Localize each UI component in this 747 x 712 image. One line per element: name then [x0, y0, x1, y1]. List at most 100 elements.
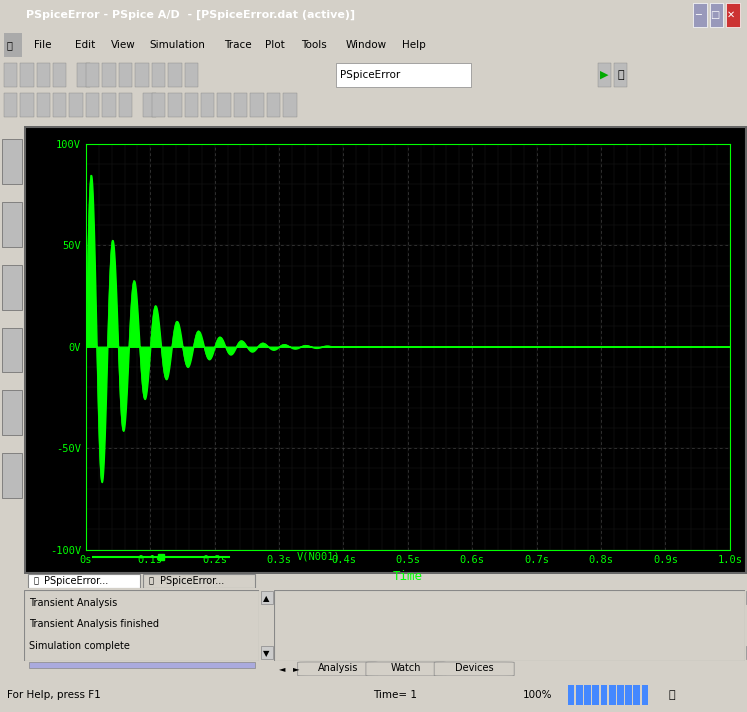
- Bar: [584, 685, 591, 705]
- Bar: [598, 63, 611, 87]
- Text: Devices: Devices: [455, 664, 494, 674]
- Text: ▶: ▶: [600, 70, 609, 80]
- Bar: [119, 63, 132, 87]
- Text: Transient Analysis: Transient Analysis: [28, 598, 117, 608]
- Bar: [592, 685, 599, 705]
- Bar: [28, 661, 255, 669]
- Bar: [642, 685, 648, 705]
- Bar: [576, 685, 583, 705]
- Text: ►: ►: [293, 664, 300, 673]
- Text: Window: Window: [346, 40, 387, 50]
- Bar: [261, 591, 273, 604]
- Bar: [625, 685, 632, 705]
- Bar: [20, 93, 34, 117]
- Bar: [746, 591, 747, 604]
- Bar: [135, 63, 149, 87]
- Text: ✕: ✕: [728, 10, 735, 20]
- Text: V(N001): V(N001): [297, 552, 340, 562]
- Bar: [143, 93, 156, 117]
- Bar: [261, 646, 273, 659]
- Text: Simulation: Simulation: [149, 40, 205, 50]
- Bar: [609, 685, 616, 705]
- Bar: [250, 93, 264, 117]
- Text: For Help, press F1: For Help, press F1: [7, 690, 102, 700]
- Bar: [143, 574, 255, 588]
- Text: Plot: Plot: [265, 40, 285, 50]
- Text: Watch: Watch: [391, 664, 421, 674]
- Bar: [152, 63, 165, 87]
- Bar: [20, 63, 34, 87]
- Bar: [217, 93, 231, 117]
- Bar: [2, 390, 22, 435]
- Bar: [168, 63, 182, 87]
- Bar: [2, 265, 22, 310]
- Text: ◄: ◄: [279, 664, 285, 673]
- Bar: [185, 93, 198, 117]
- Text: ▼: ▼: [264, 649, 270, 658]
- Bar: [693, 3, 707, 27]
- Bar: [53, 63, 66, 87]
- X-axis label: Time: Time: [393, 570, 423, 583]
- Bar: [37, 93, 50, 117]
- Bar: [2, 328, 22, 372]
- Text: View: View: [111, 40, 135, 50]
- Text: ▲: ▲: [264, 594, 270, 602]
- Bar: [185, 63, 198, 87]
- Bar: [28, 574, 140, 588]
- Bar: [152, 93, 165, 117]
- Text: Analysis: Analysis: [317, 664, 358, 674]
- Bar: [69, 93, 83, 117]
- Text: Trace: Trace: [224, 40, 252, 50]
- Bar: [102, 63, 116, 87]
- Bar: [86, 93, 99, 117]
- Bar: [119, 93, 132, 117]
- Bar: [2, 202, 22, 247]
- Text: PSpiceError...: PSpiceError...: [160, 576, 224, 586]
- Text: 〜: 〜: [669, 690, 675, 700]
- Bar: [2, 453, 22, 498]
- Bar: [710, 3, 723, 27]
- Text: Edit: Edit: [75, 40, 95, 50]
- Bar: [601, 685, 607, 705]
- Text: PSpiceError: PSpiceError: [340, 70, 400, 80]
- Text: 🖹: 🖹: [149, 577, 154, 585]
- Bar: [201, 93, 214, 117]
- Text: Simulation complete: Simulation complete: [28, 641, 129, 651]
- Bar: [234, 93, 247, 117]
- Text: Help: Help: [402, 40, 426, 50]
- Bar: [568, 685, 574, 705]
- Text: ⏸: ⏸: [618, 70, 624, 80]
- Bar: [53, 93, 66, 117]
- Bar: [746, 646, 747, 659]
- Bar: [267, 93, 280, 117]
- Text: Transient Analysis finished: Transient Analysis finished: [28, 619, 158, 629]
- Bar: [336, 63, 471, 87]
- Bar: [283, 93, 297, 117]
- Bar: [4, 63, 17, 87]
- Text: PSpiceError...: PSpiceError...: [44, 576, 108, 586]
- Text: Time= 1: Time= 1: [374, 690, 418, 700]
- Text: □: □: [710, 10, 719, 20]
- Bar: [102, 93, 116, 117]
- Bar: [37, 63, 50, 87]
- Bar: [86, 63, 99, 87]
- FancyBboxPatch shape: [434, 662, 514, 676]
- Text: Tools: Tools: [301, 40, 326, 50]
- Text: PSpiceError - PSpice A/D  - [PSpiceError.dat (active)]: PSpiceError - PSpice A/D - [PSpiceError.…: [26, 10, 356, 20]
- Bar: [77, 63, 90, 87]
- Text: ─: ─: [695, 10, 701, 20]
- Text: 🖹: 🖹: [34, 577, 38, 585]
- Bar: [633, 685, 640, 705]
- Bar: [2, 140, 22, 184]
- Bar: [168, 93, 182, 117]
- Bar: [614, 63, 627, 87]
- Text: File: File: [34, 40, 51, 50]
- Bar: [4, 93, 17, 117]
- Bar: [617, 685, 624, 705]
- Text: 🖹: 🖹: [6, 40, 12, 50]
- Bar: [726, 3, 740, 27]
- FancyBboxPatch shape: [297, 662, 378, 676]
- Text: 100%: 100%: [523, 690, 552, 700]
- FancyBboxPatch shape: [366, 662, 446, 676]
- Bar: [4, 33, 22, 57]
